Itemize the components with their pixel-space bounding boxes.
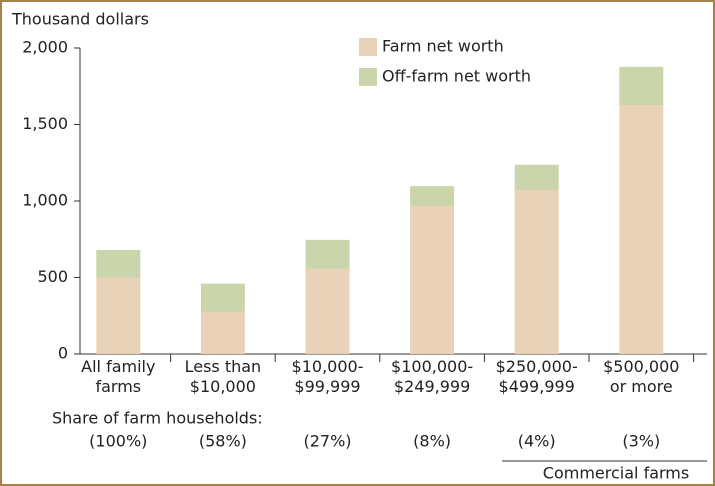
x-tick-label: $500,000 or more (603, 357, 680, 396)
y-tick-label: 500 (37, 267, 68, 286)
legend-label: Off-farm net worth (382, 67, 531, 86)
bar-segment (514, 189, 559, 354)
x-tick-label: $100,000- $249,999 (391, 357, 474, 396)
x-tick-label: $250,000- $499,999 (495, 357, 578, 396)
share-label: (4%) (518, 432, 556, 451)
y-tick-label: 1,500 (22, 114, 68, 133)
bar-segment (96, 249, 141, 278)
share-label: (3%) (622, 432, 660, 451)
bar-segment (200, 311, 245, 354)
y-tick-label: 1,000 (22, 191, 68, 210)
annotation: Commercial farms (543, 464, 689, 483)
y-axis-label: Thousand dollars (11, 10, 149, 29)
share-label: (58%) (199, 432, 247, 451)
y-tick-label: 2,000 (22, 38, 68, 57)
legend-swatch (359, 68, 377, 86)
bar-segment (619, 105, 664, 354)
bar-segment (305, 239, 350, 269)
x-tick-label: All family farms (81, 357, 156, 396)
bar-segment (410, 186, 455, 207)
y-tick-label: 0 (58, 344, 68, 363)
bar-segment (514, 164, 559, 190)
bar-segment (96, 277, 141, 354)
bar-segment (305, 268, 350, 354)
share-title: Share of farm households: (52, 409, 263, 428)
x-tick-label: Less than $10,000 (184, 357, 262, 396)
bar-segment (410, 206, 455, 354)
legend-label: Farm net worth (382, 37, 504, 56)
bar-segment (200, 283, 245, 312)
legend-swatch (359, 38, 377, 56)
share-label: (100%) (89, 432, 147, 451)
share-label: (27%) (303, 432, 351, 451)
share-label: (8%) (413, 432, 451, 451)
x-tick-label: $10,000- $99,999 (291, 357, 364, 396)
bar-segment (619, 66, 664, 106)
